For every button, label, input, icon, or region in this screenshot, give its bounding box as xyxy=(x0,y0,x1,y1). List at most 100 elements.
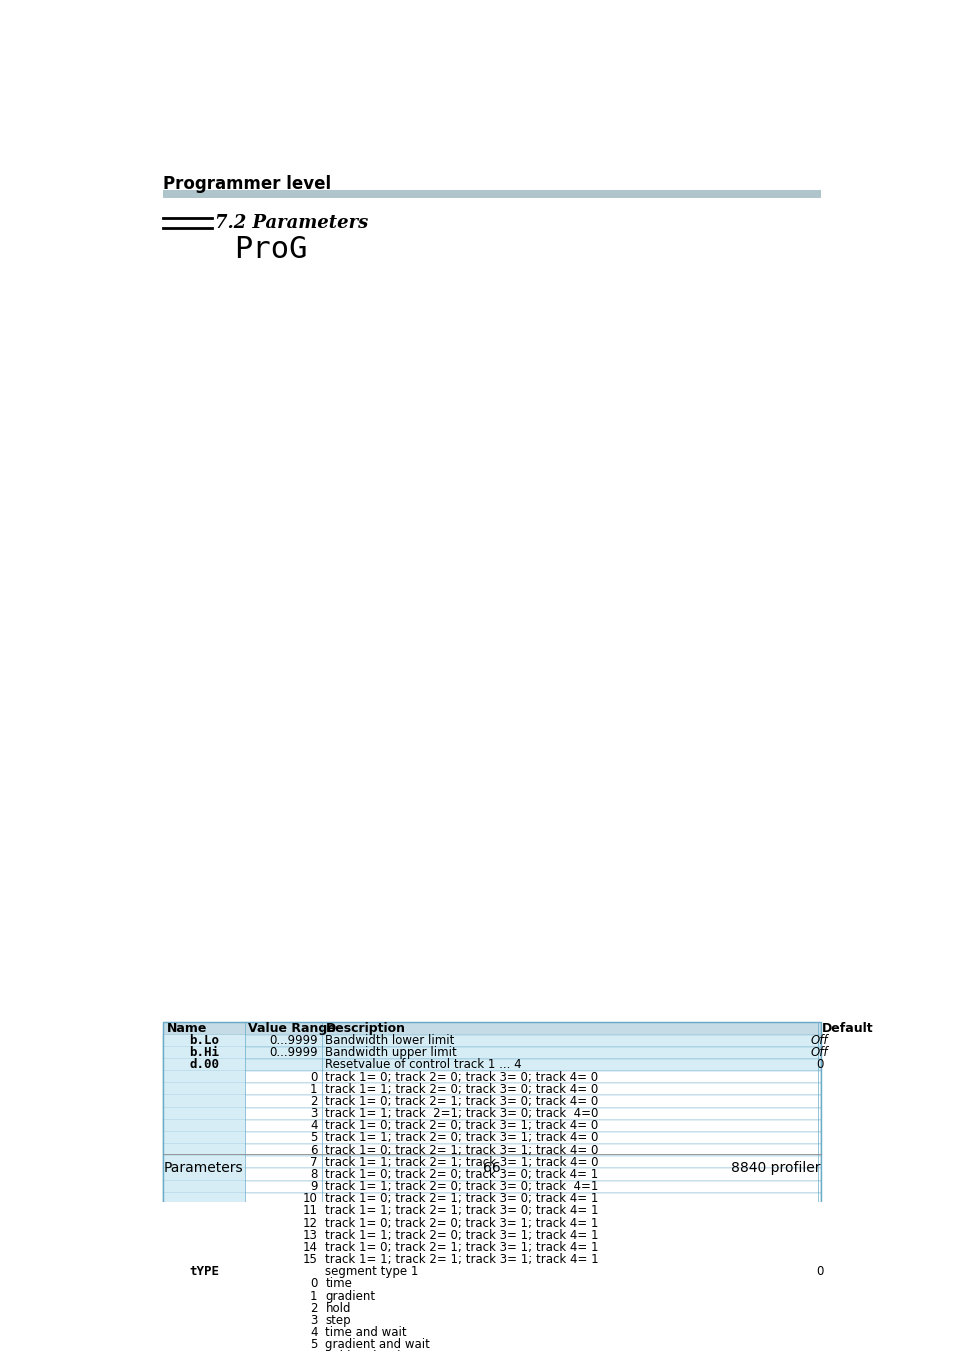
Bar xyxy=(163,1096,245,1108)
Text: 8840 profiler: 8840 profiler xyxy=(730,1161,820,1175)
Text: 7: 7 xyxy=(310,1155,317,1169)
Text: track 1= 1; track 2= 0; track 3= 1; track 4= 1: track 1= 1; track 2= 0; track 3= 1; trac… xyxy=(325,1229,598,1242)
Bar xyxy=(163,1120,820,1132)
Bar xyxy=(163,1205,245,1217)
Bar xyxy=(163,1327,245,1339)
Text: 5: 5 xyxy=(310,1339,317,1351)
Text: track 1= 0; track 2= 1; track 3= 0; track 4= 0: track 1= 0; track 2= 1; track 3= 0; trac… xyxy=(325,1094,598,1108)
Bar xyxy=(163,1047,820,1059)
Bar xyxy=(163,1254,820,1266)
Bar xyxy=(163,1278,245,1290)
Text: 0: 0 xyxy=(310,1070,317,1084)
Text: 13: 13 xyxy=(302,1229,317,1242)
Text: Programmer level: Programmer level xyxy=(163,176,332,193)
Text: Description: Description xyxy=(325,1021,405,1035)
Text: hold: hold xyxy=(325,1302,351,1315)
Bar xyxy=(163,1096,820,1108)
Bar xyxy=(163,1339,820,1351)
Bar xyxy=(163,1302,245,1315)
Text: Bandwidth upper limit: Bandwidth upper limit xyxy=(325,1046,456,1059)
Bar xyxy=(163,1242,245,1254)
Bar xyxy=(163,1217,245,1229)
Text: tYPE: tYPE xyxy=(189,1266,219,1278)
Bar xyxy=(163,1156,820,1169)
Bar xyxy=(163,1290,245,1302)
Text: track 1= 1; track 2= 0; track 3= 1; track 4= 0: track 1= 1; track 2= 0; track 3= 1; trac… xyxy=(325,1131,598,1144)
Text: 11: 11 xyxy=(302,1205,317,1217)
Text: 0: 0 xyxy=(815,1266,822,1278)
Bar xyxy=(163,1254,245,1266)
Text: b.Lo: b.Lo xyxy=(189,1034,219,1047)
Bar xyxy=(163,1315,245,1327)
Text: gradient and wait: gradient and wait xyxy=(325,1339,430,1351)
Bar xyxy=(163,1132,820,1144)
Text: time: time xyxy=(325,1278,352,1290)
Bar xyxy=(163,1035,245,1047)
Text: gradient: gradient xyxy=(325,1290,375,1302)
Text: track 1= 0; track 2= 1; track 3= 1; track 4= 0: track 1= 0; track 2= 1; track 3= 1; trac… xyxy=(325,1143,598,1156)
Text: 1: 1 xyxy=(310,1082,317,1096)
Text: Default: Default xyxy=(821,1021,872,1035)
Text: 0...9999: 0...9999 xyxy=(269,1046,317,1059)
Bar xyxy=(163,190,820,197)
Text: track 1= 0; track 2= 0; track 3= 0; track 4= 1: track 1= 0; track 2= 0; track 3= 0; trac… xyxy=(325,1167,598,1181)
Text: 9: 9 xyxy=(310,1181,317,1193)
Text: track 1= 0; track 2= 1; track 3= 1; track 4= 1: track 1= 0; track 2= 1; track 3= 1; trac… xyxy=(325,1242,598,1254)
Text: time and wait: time and wait xyxy=(325,1327,407,1339)
Text: 8: 8 xyxy=(310,1167,317,1181)
Bar xyxy=(163,1108,820,1120)
Text: Resetvalue of control track 1 ... 4: Resetvalue of control track 1 ... 4 xyxy=(325,1058,521,1071)
Text: 4: 4 xyxy=(310,1119,317,1132)
Text: 66: 66 xyxy=(482,1161,500,1175)
Bar xyxy=(163,1156,245,1169)
Bar xyxy=(163,1132,245,1144)
Text: track 1= 0; track 2= 1; track 3= 0; track 4= 1: track 1= 0; track 2= 1; track 3= 0; trac… xyxy=(325,1193,598,1205)
Bar xyxy=(163,1217,820,1229)
Text: 3: 3 xyxy=(310,1106,317,1120)
Bar xyxy=(163,1181,245,1193)
Bar xyxy=(163,1144,245,1156)
Text: Bandwidth lower limit: Bandwidth lower limit xyxy=(325,1034,455,1047)
Text: 5: 5 xyxy=(310,1131,317,1144)
Text: track 1= 1; track  2=1; track 3= 0; track  4=0: track 1= 1; track 2=1; track 3= 0; track… xyxy=(325,1106,598,1120)
Text: 10: 10 xyxy=(302,1193,317,1205)
Text: Off: Off xyxy=(810,1034,827,1047)
Text: track 1= 1; track 2= 1; track 3= 0; track 4= 1: track 1= 1; track 2= 1; track 3= 0; trac… xyxy=(325,1205,598,1217)
Bar xyxy=(163,1084,245,1096)
Text: 12: 12 xyxy=(302,1217,317,1229)
Bar xyxy=(163,1339,245,1351)
Text: 3: 3 xyxy=(310,1315,317,1327)
Bar xyxy=(163,1193,245,1205)
Text: track 1= 1; track 2= 0; track 3= 0; track  4=1: track 1= 1; track 2= 0; track 3= 0; trac… xyxy=(325,1181,598,1193)
Bar xyxy=(163,1205,820,1217)
Text: 0: 0 xyxy=(310,1278,317,1290)
Text: 7.2 Parameters: 7.2 Parameters xyxy=(215,213,368,232)
Text: track 1= 1; track 2= 1; track 3= 1; track 4= 1: track 1= 1; track 2= 1; track 3= 1; trac… xyxy=(325,1254,598,1266)
Text: Parameters: Parameters xyxy=(163,1161,243,1175)
Bar xyxy=(163,1084,820,1096)
Text: 15: 15 xyxy=(302,1254,317,1266)
Text: Name: Name xyxy=(167,1021,207,1035)
Text: 14: 14 xyxy=(302,1242,317,1254)
Bar xyxy=(163,1327,820,1339)
Bar xyxy=(163,1023,820,1351)
Bar xyxy=(163,1315,820,1327)
Bar xyxy=(163,1071,245,1084)
Bar xyxy=(163,1229,245,1242)
Text: 2: 2 xyxy=(310,1094,317,1108)
Bar xyxy=(163,1266,245,1278)
Text: 4: 4 xyxy=(310,1327,317,1339)
Text: 0: 0 xyxy=(815,1058,822,1071)
Bar xyxy=(163,1242,820,1254)
Bar xyxy=(163,1035,820,1047)
Text: d.00: d.00 xyxy=(189,1058,219,1071)
Bar xyxy=(163,1071,820,1084)
Text: track 1= 0; track 2= 0; track 3= 0; track 4= 0: track 1= 0; track 2= 0; track 3= 0; trac… xyxy=(325,1070,598,1084)
Bar xyxy=(163,1023,820,1035)
Text: step: step xyxy=(325,1315,351,1327)
Bar xyxy=(163,1120,245,1132)
Text: track 1= 0; track 2= 0; track 3= 1; track 4= 0: track 1= 0; track 2= 0; track 3= 1; trac… xyxy=(325,1119,598,1132)
Bar xyxy=(163,1047,245,1059)
Text: ProG: ProG xyxy=(233,235,307,265)
Bar xyxy=(163,1229,820,1242)
